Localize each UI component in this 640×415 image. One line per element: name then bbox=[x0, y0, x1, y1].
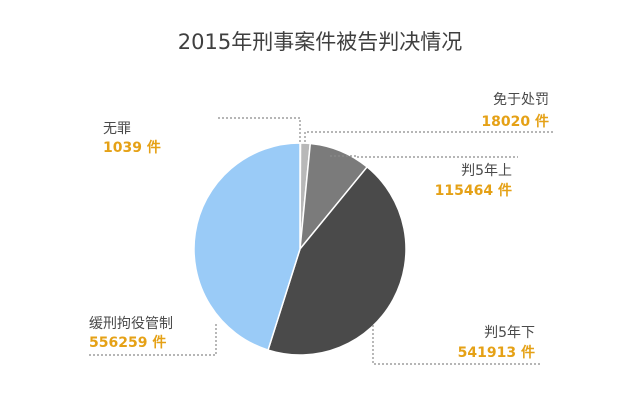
pie-slices bbox=[193, 142, 407, 356]
leader-line-5 bbox=[87, 324, 217, 356]
leader-line-2 bbox=[304, 131, 555, 142]
slice-label-3: 判5年上 bbox=[461, 163, 512, 179]
pie-slice-4 bbox=[267, 165, 407, 356]
slice-label-2: 免于处罚 bbox=[493, 92, 549, 108]
chart-title: 2015年刑事案件被告判决情况 bbox=[178, 30, 462, 54]
slice-label-5: 缓刑拘役管制 bbox=[89, 316, 173, 332]
slice-value-3: 115464 件 bbox=[435, 182, 512, 199]
slice-label-4: 判5年下 bbox=[484, 325, 535, 341]
leader-lines bbox=[87, 117, 555, 365]
slice-label-1: 无罪 bbox=[103, 121, 131, 137]
leader-line-4 bbox=[372, 325, 540, 365]
slice-value-1: 1039 件 bbox=[103, 139, 161, 156]
leader-line-1 bbox=[216, 117, 301, 142]
slice-value-2: 18020 件 bbox=[481, 113, 549, 130]
slice-value-4: 541913 件 bbox=[458, 344, 535, 361]
pie-slice-5 bbox=[193, 142, 301, 352]
leader-line-3 bbox=[330, 155, 518, 158]
slice-value-5: 556259 件 bbox=[89, 334, 166, 351]
